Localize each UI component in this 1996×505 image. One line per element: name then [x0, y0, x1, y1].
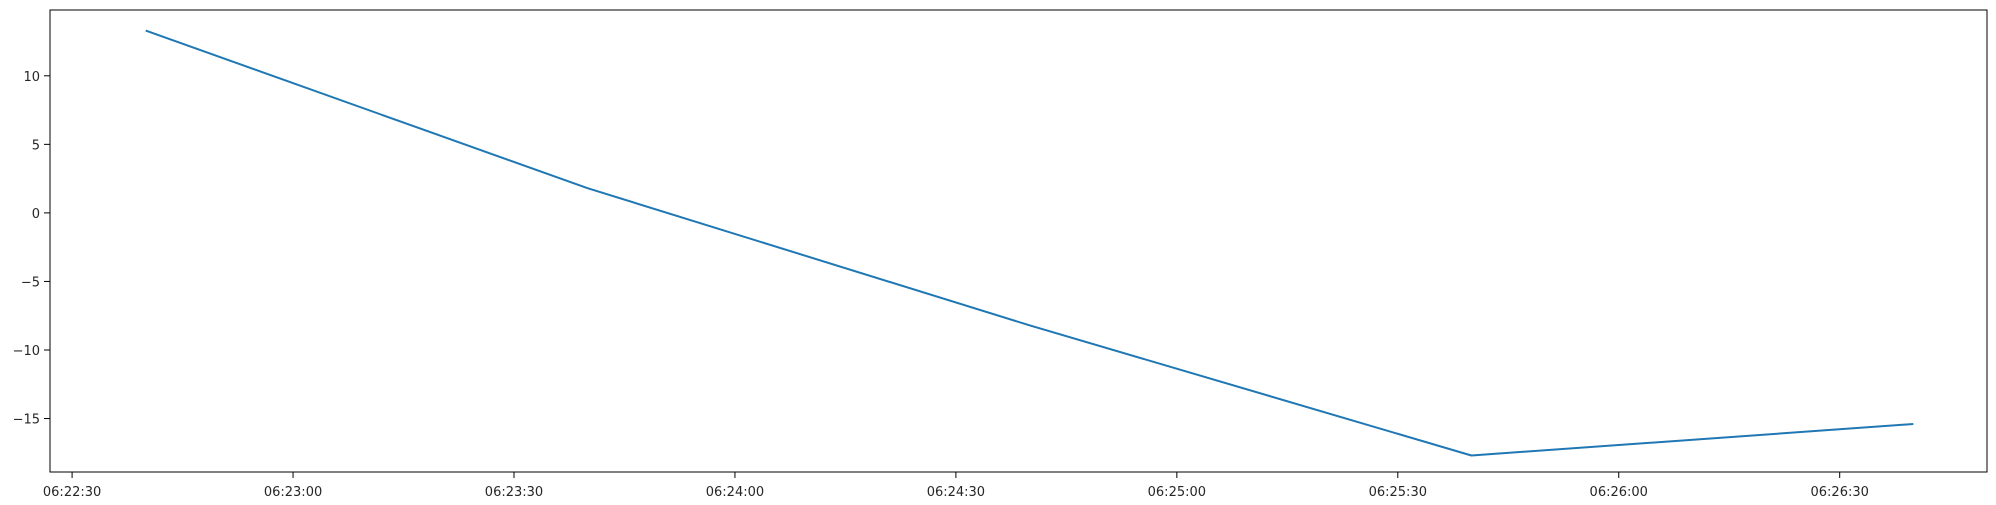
y-axis: 10 5 0 −5 −10 −15: [13, 70, 50, 428]
x-tick-label: 06:24:00: [706, 485, 764, 500]
x-axis: 06:22:30 06:23:00 06:23:30 06:24:00 06:24:30…: [43, 472, 1869, 500]
x-tick-label: 06:26:00: [1590, 485, 1648, 500]
plot-frame: [49, 9, 1988, 473]
x-tick-label: 06:24:30: [927, 485, 985, 500]
y-tick-label: −10: [13, 344, 40, 359]
y-tick-label: 0: [32, 207, 40, 222]
x-tick-label: 06:23:00: [264, 485, 322, 500]
x-tick-label: 06:26:30: [1811, 485, 1869, 500]
y-tick-label: 5: [32, 138, 40, 153]
x-tick-label: 06:25:30: [1369, 485, 1427, 500]
plot-area-background: [50, 10, 1987, 472]
x-tick-label: 06:25:00: [1148, 485, 1206, 500]
y-tick-label: −15: [13, 413, 40, 428]
y-tick-label: −5: [21, 275, 40, 290]
x-tick-label: 06:22:30: [43, 485, 101, 500]
y-tick-label: 10: [23, 70, 40, 85]
series-line: [145, 29, 1914, 457]
x-tick-label: 06:23:30: [485, 485, 543, 500]
